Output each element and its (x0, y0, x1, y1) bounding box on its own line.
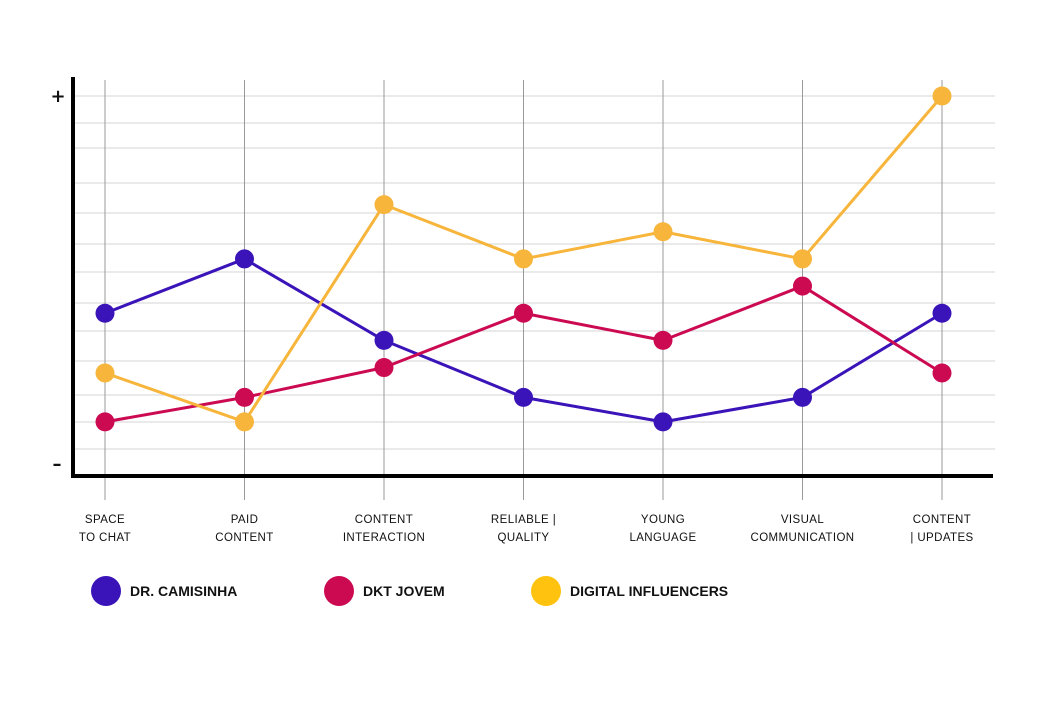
x-tick-label-0-1: TO CHAT (79, 532, 131, 544)
point-1-1 (235, 388, 254, 407)
point-2-3 (514, 249, 533, 268)
x-tick-label-1-1: CONTENT (215, 532, 273, 544)
point-0-4 (654, 412, 673, 431)
line-chart: + – SPACE TO CHAT PAID CONTENT CONTENT INTERA… (0, 0, 1045, 710)
legend-label-2: DIGITAL INFLUENCERS (570, 583, 728, 599)
x-tick-label-2-1: INTERACTION (343, 532, 425, 544)
point-2-1 (235, 412, 254, 431)
legend-swatch-2 (531, 576, 561, 606)
point-1-2 (375, 358, 394, 377)
point-0-6 (933, 304, 952, 323)
point-2-6 (933, 87, 952, 106)
x-tick-label-5-0: VISUAL (781, 514, 825, 526)
point-0-2 (375, 331, 394, 350)
legend-label-0: DR. CAMISINHA (130, 583, 237, 599)
point-1-6 (933, 363, 952, 382)
point-0-5 (793, 388, 812, 407)
point-2-5 (793, 249, 812, 268)
x-tick-label-2-0: CONTENT (355, 514, 413, 526)
point-2-0 (96, 363, 115, 382)
x-tick-label-6-0: CONTENT (913, 514, 971, 526)
point-1-3 (514, 304, 533, 323)
x-tick-label-6-1: | UPDATES (910, 532, 973, 544)
point-0-0 (96, 304, 115, 323)
point-1-5 (793, 277, 812, 296)
y-axis-max-label: + (50, 86, 65, 107)
point-1-0 (96, 412, 115, 431)
legend-label-1: DKT JOVEM (363, 583, 445, 599)
x-tick-labels: SPACE TO CHAT PAID CONTENT CONTENT INTERACTIO… (79, 514, 974, 544)
y-axis-min-label: – (53, 454, 62, 475)
x-tick-label-4-1: LANGUAGE (629, 532, 696, 544)
legend: DR. CAMISINHA DKT JOVEM DIGITAL INFLUENCER… (91, 576, 728, 606)
x-tick-label-0-0: SPACE (85, 514, 125, 526)
x-tick-label-1-0: PAID (231, 514, 259, 526)
point-2-2 (375, 195, 394, 214)
x-tick-label-3-0: RELIABLE | (491, 514, 556, 526)
point-1-4 (654, 331, 673, 350)
point-0-3 (514, 388, 533, 407)
x-tick-label-5-1: COMMUNICATION (750, 532, 854, 544)
legend-swatch-0 (91, 576, 121, 606)
x-tick-label-4-0: YOUNG (641, 514, 685, 526)
x-tick-label-3-1: QUALITY (497, 532, 549, 544)
point-2-4 (654, 222, 673, 241)
point-0-1 (235, 249, 254, 268)
vertical-gridlines (105, 80, 942, 500)
legend-swatch-1 (324, 576, 354, 606)
